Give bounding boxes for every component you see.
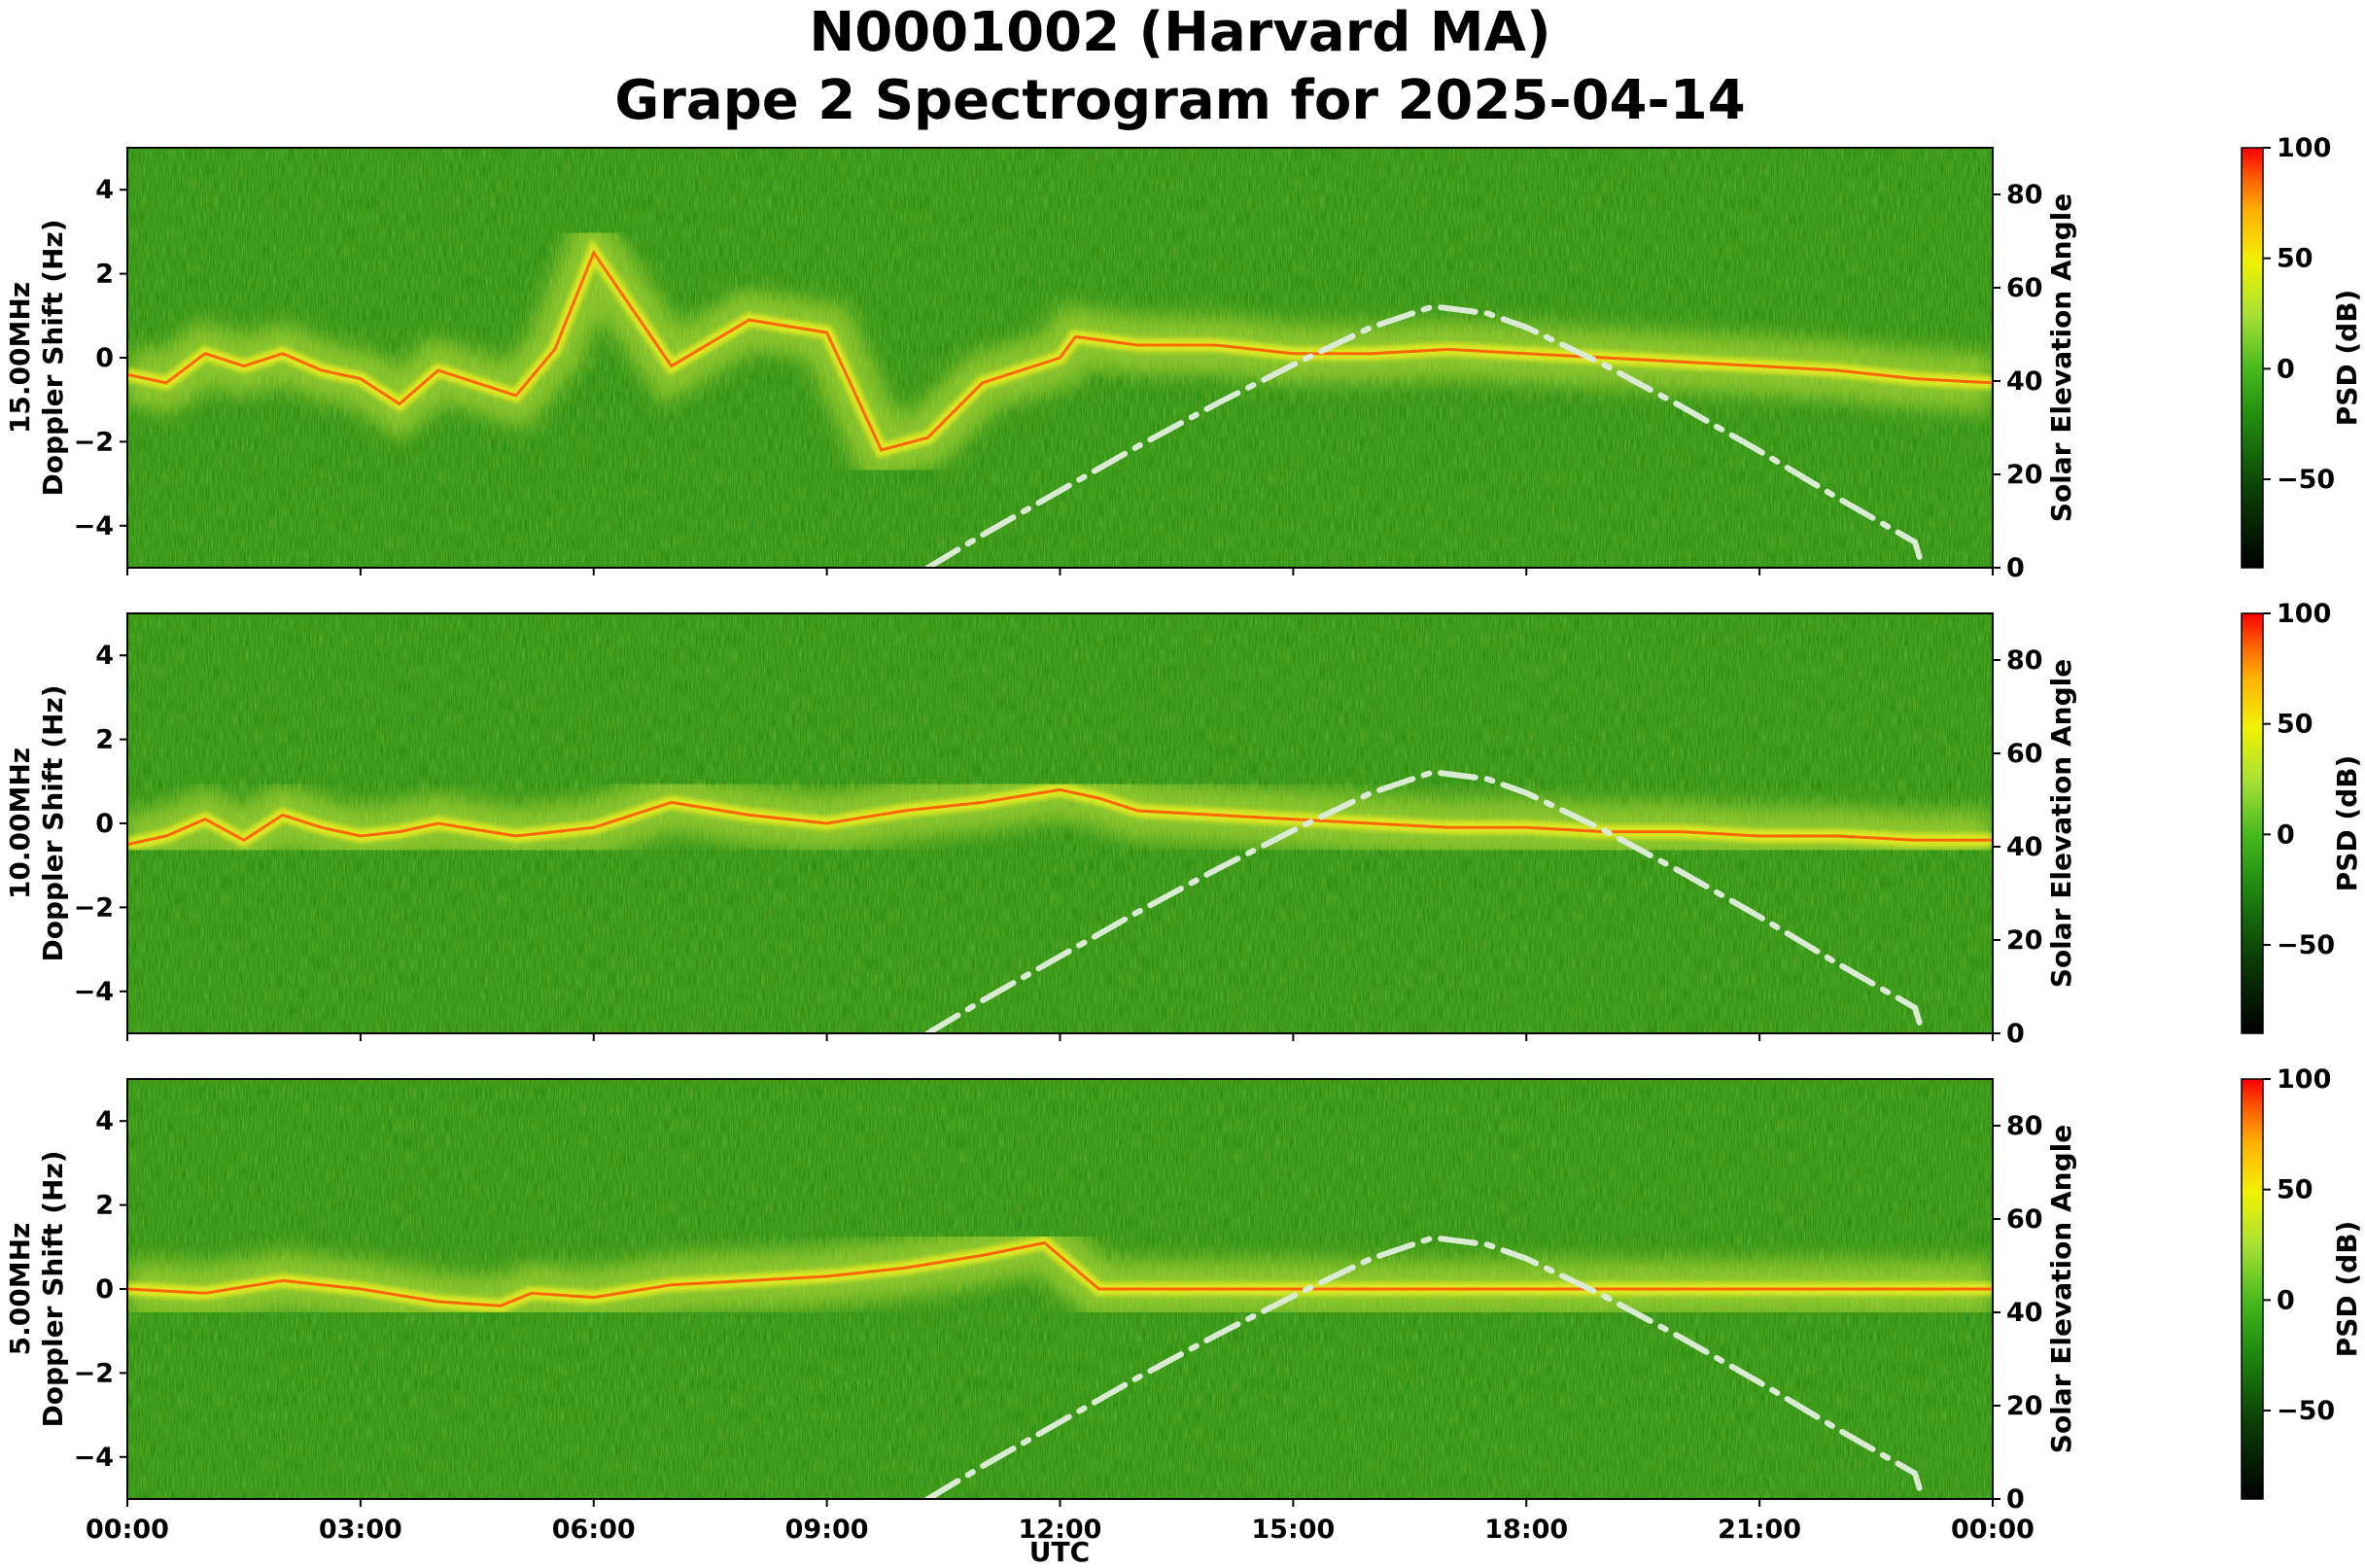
- colorbar-tick-label: 50: [2277, 244, 2313, 274]
- spectrogram-panel-2: [127, 1079, 1993, 1499]
- panel-doppler-axis-label: Doppler Shift (Hz): [37, 1150, 69, 1427]
- colorbar-label: PSD (dB): [2331, 1221, 2363, 1358]
- y-tick-label: −2: [74, 892, 114, 923]
- colorbar-tick-label: −50: [2277, 930, 2335, 960]
- x-tick-label: 15:00: [1251, 1515, 1335, 1545]
- y-tick-label: 2: [95, 260, 114, 290]
- y-tick-label: 0: [95, 809, 114, 839]
- x-axis-label: UTC: [1029, 1536, 1090, 1568]
- x-tick-label: 12:00: [1019, 1515, 1102, 1545]
- spectrogram-panel-1: [127, 613, 1993, 1033]
- colorbar-tick-label: 100: [2277, 1064, 2331, 1095]
- elevation-tick-label: 80: [2006, 180, 2043, 210]
- y-tick-label: −4: [74, 511, 114, 541]
- colorbar: [2241, 1078, 2264, 1500]
- panel-doppler-axis-label: Doppler Shift (Hz): [37, 684, 69, 961]
- solar-elevation-curve: [924, 303, 1926, 568]
- x-tick-label: 03:00: [319, 1515, 402, 1545]
- elevation-tick-label: 60: [2006, 273, 2043, 303]
- y-tick-label: 4: [95, 1106, 114, 1136]
- figure-title-line1: N0001002 (Harvard MA): [809, 1, 1550, 64]
- elevation-tick-label: 40: [2006, 1298, 2043, 1328]
- colorbar-tick-label: 100: [2277, 599, 2331, 629]
- elevation-tick-label: 0: [2006, 1019, 2025, 1049]
- solar-elevation-axis-label: Solar Elevation Angle: [2045, 193, 2077, 522]
- y-tick-label: −4: [74, 977, 114, 1007]
- colorbar-tick-label: −50: [2277, 1396, 2335, 1426]
- colorbar: [2241, 612, 2264, 1034]
- x-tick-label: 09:00: [785, 1515, 869, 1545]
- y-tick-label: −2: [74, 427, 114, 457]
- spectrogram-panel-0: [127, 148, 1993, 568]
- elevation-tick-label: 0: [2006, 553, 2025, 583]
- y-tick-label: 4: [95, 175, 114, 205]
- solar-elevation-axis-label: Solar Elevation Angle: [2045, 1125, 2077, 1453]
- colorbar-label: PSD (dB): [2331, 290, 2363, 427]
- y-tick-label: 0: [95, 1274, 114, 1305]
- colorbar: [2241, 147, 2264, 569]
- elevation-tick-label: 0: [2006, 1484, 2025, 1515]
- elevation-tick-label: 60: [2006, 1204, 2043, 1235]
- figure-title-line2: Grape 2 Spectrogram for 2025-04-14: [614, 69, 1745, 132]
- x-tick-label: 00:00: [1951, 1515, 2035, 1545]
- elevation-tick-label: 20: [2006, 1391, 2043, 1421]
- panel-doppler-axis-label: Doppler Shift (Hz): [37, 219, 69, 496]
- colorbar-tick-label: 50: [2277, 1175, 2313, 1205]
- y-tick-label: 4: [95, 641, 114, 671]
- elevation-tick-label: 20: [2006, 925, 2043, 956]
- colorbar-tick-label: 0: [2277, 819, 2295, 850]
- y-tick-label: 2: [95, 1191, 114, 1221]
- elevation-tick-label: 80: [2006, 645, 2043, 676]
- colorbar-tick-label: 50: [2277, 710, 2313, 740]
- elevation-tick-label: 40: [2006, 366, 2043, 397]
- y-tick-label: 0: [95, 343, 114, 373]
- y-tick-label: 2: [95, 725, 114, 755]
- colorbar-tick-label: 0: [2277, 1285, 2295, 1315]
- solar-elevation-curve: [924, 769, 1926, 1033]
- solar-elevation-curve: [924, 1235, 1926, 1499]
- x-tick-label: 21:00: [1718, 1515, 1801, 1545]
- doppler-trace: [127, 1240, 1993, 1307]
- elevation-tick-label: 20: [2006, 460, 2043, 490]
- colorbar-tick-label: 100: [2277, 133, 2331, 163]
- colorbar-tick-label: −50: [2277, 465, 2335, 495]
- panel-frequency-label: 5.00MHz: [4, 1223, 36, 1356]
- elevation-tick-label: 60: [2006, 739, 2043, 769]
- x-tick-label: 18:00: [1484, 1515, 1568, 1545]
- panel-frequency-label: 15.00MHz: [4, 282, 36, 434]
- y-tick-label: −2: [74, 1358, 114, 1388]
- x-tick-label: 06:00: [552, 1515, 636, 1545]
- colorbar-tick-label: 0: [2277, 354, 2295, 384]
- y-tick-label: −4: [74, 1443, 114, 1473]
- panel-frequency-label: 10.00MHz: [4, 748, 36, 899]
- elevation-tick-label: 40: [2006, 832, 2043, 862]
- colorbar-label: PSD (dB): [2331, 755, 2363, 892]
- doppler-trace: [127, 787, 1993, 847]
- solar-elevation-axis-label: Solar Elevation Angle: [2045, 659, 2077, 988]
- x-tick-label: 00:00: [86, 1515, 169, 1545]
- elevation-tick-label: 80: [2006, 1111, 2043, 1141]
